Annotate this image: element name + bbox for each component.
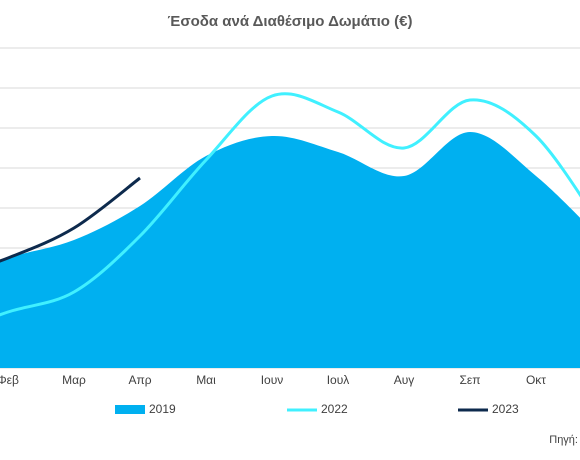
legend-label: 2023 [492, 402, 519, 416]
x-tick-label: Αυγ [394, 373, 415, 387]
x-tick-label: Μαρ [62, 373, 86, 387]
x-tick-label: Μαι [196, 373, 216, 387]
x-tick-label: Ιουν [261, 373, 284, 387]
chart-title: Έσοδα ανά Διαθέσιμο Δωμάτιο (€) [168, 13, 413, 30]
x-tick-label: Απρ [128, 373, 151, 387]
legend-swatch [115, 405, 145, 414]
line [0, 176, 141, 263]
area [0, 132, 580, 368]
x-tick-label: Φεβ [0, 373, 19, 387]
x-tick-label: Ιουλ [327, 373, 350, 387]
legend-label: 2019 [149, 402, 176, 416]
x-tick-label: Σεπ [459, 373, 480, 387]
line [0, 92, 580, 317]
x-tick-label: Οκτ [526, 373, 546, 387]
source-note: Πηγή: [549, 434, 578, 446]
legend-label: 2022 [321, 402, 348, 416]
